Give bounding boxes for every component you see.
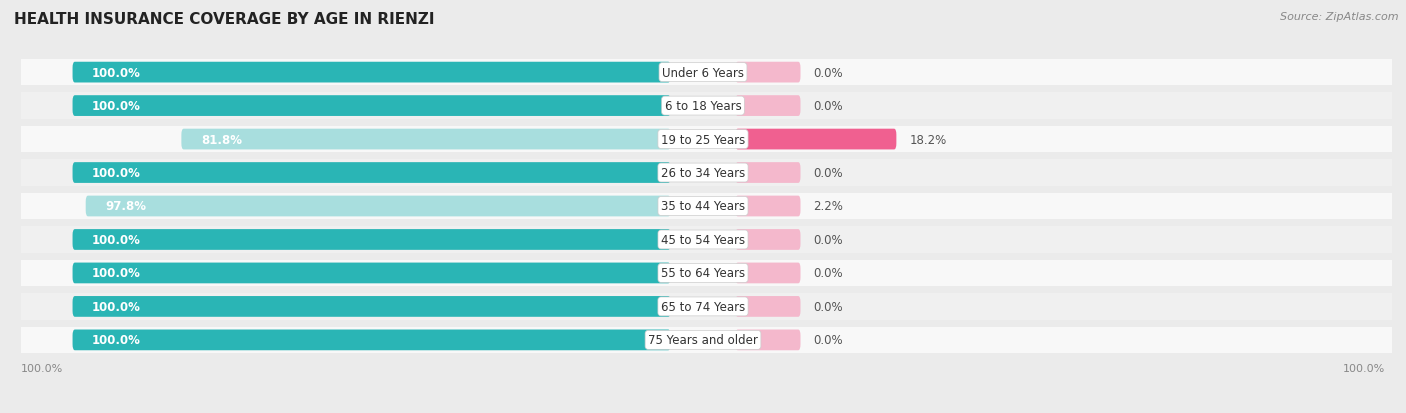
Text: 0.0%: 0.0% [814, 300, 844, 313]
Text: 100.0%: 100.0% [91, 66, 141, 79]
Text: 100.0%: 100.0% [91, 267, 141, 280]
FancyBboxPatch shape [73, 263, 671, 284]
FancyBboxPatch shape [21, 260, 1392, 287]
Text: 100.0%: 100.0% [21, 363, 63, 373]
Text: Source: ZipAtlas.com: Source: ZipAtlas.com [1281, 12, 1399, 22]
FancyBboxPatch shape [73, 296, 671, 317]
Text: 6 to 18 Years: 6 to 18 Years [665, 100, 741, 113]
Text: 35 to 44 Years: 35 to 44 Years [661, 200, 745, 213]
FancyBboxPatch shape [735, 230, 800, 250]
FancyBboxPatch shape [735, 330, 800, 350]
Text: 26 to 34 Years: 26 to 34 Years [661, 166, 745, 180]
FancyBboxPatch shape [735, 263, 800, 284]
FancyBboxPatch shape [735, 196, 800, 217]
FancyBboxPatch shape [735, 296, 800, 317]
Text: 0.0%: 0.0% [814, 100, 844, 113]
Text: 0.0%: 0.0% [814, 66, 844, 79]
FancyBboxPatch shape [73, 330, 671, 350]
Text: 65 to 74 Years: 65 to 74 Years [661, 300, 745, 313]
Text: 100.0%: 100.0% [91, 300, 141, 313]
Text: 18.2%: 18.2% [910, 133, 946, 146]
Text: 75 Years and older: 75 Years and older [648, 334, 758, 347]
FancyBboxPatch shape [21, 59, 1392, 86]
FancyBboxPatch shape [73, 230, 671, 250]
Text: 19 to 25 Years: 19 to 25 Years [661, 133, 745, 146]
FancyBboxPatch shape [86, 196, 671, 217]
Text: 81.8%: 81.8% [201, 133, 242, 146]
FancyBboxPatch shape [21, 93, 1392, 120]
FancyBboxPatch shape [735, 63, 800, 83]
FancyBboxPatch shape [73, 163, 671, 183]
Text: 100.0%: 100.0% [91, 334, 141, 347]
Text: HEALTH INSURANCE COVERAGE BY AGE IN RIENZI: HEALTH INSURANCE COVERAGE BY AGE IN RIEN… [14, 12, 434, 27]
FancyBboxPatch shape [21, 160, 1392, 186]
Text: 0.0%: 0.0% [814, 334, 844, 347]
FancyBboxPatch shape [21, 193, 1392, 220]
Text: 100.0%: 100.0% [91, 233, 141, 247]
FancyBboxPatch shape [21, 327, 1392, 354]
FancyBboxPatch shape [73, 96, 671, 117]
FancyBboxPatch shape [73, 63, 671, 83]
Text: 2.2%: 2.2% [814, 200, 844, 213]
FancyBboxPatch shape [21, 126, 1392, 153]
FancyBboxPatch shape [735, 96, 800, 117]
Text: 100.0%: 100.0% [1343, 363, 1385, 373]
FancyBboxPatch shape [735, 163, 800, 183]
FancyBboxPatch shape [735, 129, 897, 150]
Text: 55 to 64 Years: 55 to 64 Years [661, 267, 745, 280]
Text: 100.0%: 100.0% [91, 166, 141, 180]
Text: 97.8%: 97.8% [105, 200, 146, 213]
Text: 45 to 54 Years: 45 to 54 Years [661, 233, 745, 247]
FancyBboxPatch shape [21, 293, 1392, 320]
Text: 0.0%: 0.0% [814, 267, 844, 280]
Text: 0.0%: 0.0% [814, 166, 844, 180]
Text: Under 6 Years: Under 6 Years [662, 66, 744, 79]
Text: 100.0%: 100.0% [91, 100, 141, 113]
FancyBboxPatch shape [181, 129, 671, 150]
FancyBboxPatch shape [21, 227, 1392, 253]
Text: 0.0%: 0.0% [814, 233, 844, 247]
